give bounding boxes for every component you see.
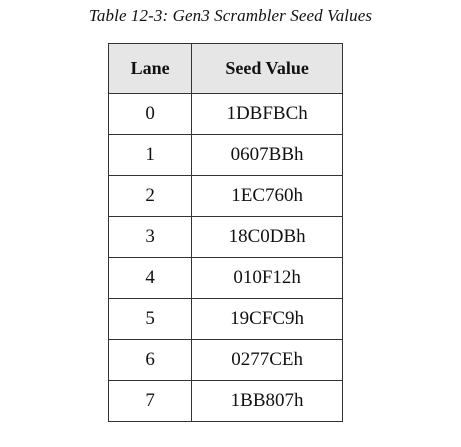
lane-cell: 6 <box>107 339 193 381</box>
seed-value-cell: 1EC760h <box>191 175 343 217</box>
table-caption: Table 12-3: Gen3 Scrambler Seed Values <box>88 6 373 25</box>
lane-cell: 4 <box>107 257 193 299</box>
table-row: 0 1DBFBCh <box>107 93 343 135</box>
table-header-row: Lane Seed Value <box>107 43 343 94</box>
seed-value-cell: 1DBFBCh <box>191 93 343 135</box>
header-lane: Lane <box>107 43 193 94</box>
seed-values-table: Lane Seed Value 0 1DBFBCh 1 0607BBh 2 1E… <box>107 43 343 422</box>
lane-cell: 7 <box>107 380 193 422</box>
table-row: 3 18C0DBh <box>107 216 343 258</box>
table-row: 7 1BB807h <box>107 380 343 422</box>
seed-value-cell: 010F12h <box>191 257 343 299</box>
seed-value-cell: 0277CEh <box>191 339 343 381</box>
seed-value-cell: 18C0DBh <box>191 216 343 258</box>
seed-value-cell: 0607BBh <box>191 134 343 176</box>
lane-cell: 2 <box>107 175 193 217</box>
table-row: 6 0277CEh <box>107 339 343 381</box>
lane-cell: 1 <box>107 134 193 176</box>
table-row: 4 010F12h <box>107 257 343 299</box>
lane-cell: 3 <box>107 216 193 258</box>
lane-cell: 5 <box>107 298 193 340</box>
table-row: 1 0607BBh <box>107 134 343 176</box>
table-row: 5 19CFC9h <box>107 298 343 340</box>
table-row: 2 1EC760h <box>107 175 343 217</box>
lane-cell: 0 <box>107 93 193 135</box>
seed-value-cell: 1BB807h <box>191 380 343 422</box>
header-seed-value: Seed Value <box>191 43 343 94</box>
seed-value-cell: 19CFC9h <box>191 298 343 340</box>
